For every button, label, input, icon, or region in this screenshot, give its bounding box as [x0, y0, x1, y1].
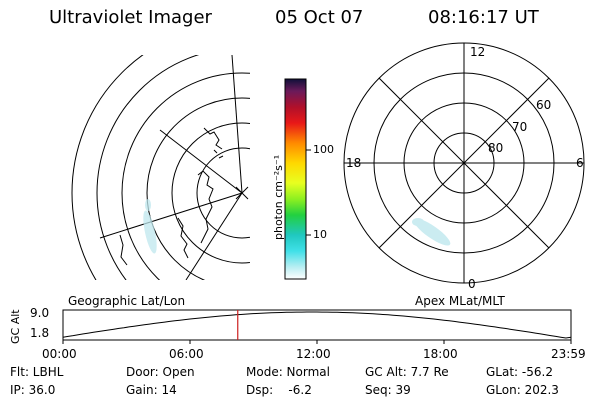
x-tick-0000: 00:00 [42, 347, 77, 361]
gc-alt-status: GC Alt: 7.7 Re [365, 365, 449, 379]
altitude-y-min: 1.8 [30, 326, 50, 340]
altitude-y-max: 9.0 [30, 306, 50, 320]
ip-status: IP: 36.0 [10, 383, 56, 397]
glon-status: GLon: 202.3 [486, 383, 559, 397]
mlt-label-18: 18 [346, 156, 362, 170]
date-text: 05 Oct 07 [275, 7, 364, 28]
mlat-label-70: 70 [512, 120, 528, 134]
lon-line [159, 129, 243, 194]
glat-status: GLat: -56.2 [486, 365, 553, 379]
apex-caption: Apex MLat/MLT [415, 294, 505, 308]
x-tick-1200: 12:00 [296, 347, 331, 361]
mode-status: Mode: Normal [246, 365, 330, 379]
lat-circle [146, 97, 250, 280]
pole-marker [235, 186, 249, 200]
lon-line [231, 55, 243, 194]
door-status: Door: Open [126, 365, 195, 379]
lon-line [185, 192, 243, 280]
x-tick-0600: 06:00 [169, 347, 204, 361]
coastline [119, 127, 224, 266]
filter-status: Flt: LBHL [10, 365, 64, 379]
gain-status: Gain: 14 [126, 383, 177, 397]
lat-circle [171, 122, 250, 264]
mlt-label-0: 0 [468, 277, 476, 291]
seq-status: Seq: 39 [365, 383, 411, 397]
mlt-label-12: 12 [470, 45, 486, 59]
lat-circle [196, 147, 250, 239]
dsp-status: Dsp: -6.2 [246, 383, 312, 397]
altitude-curve [62, 311, 572, 339]
app-title: Ultraviolet Imager [49, 7, 212, 28]
colorbar-tick-100: 100 [313, 143, 334, 156]
colorbar-gradient [284, 78, 307, 280]
lat-circle [96, 55, 200, 280]
aurora-emission [145, 199, 151, 211]
geographic-caption: Geographic Lat/Lon [68, 294, 186, 308]
lat-circle [71, 55, 144, 280]
aurora-emission [143, 210, 157, 254]
aurora-emission [413, 218, 451, 246]
x-tick-2359: 23:59 [551, 347, 586, 361]
mlat-label-80: 80 [488, 141, 504, 155]
mlt-label-6: 6 [576, 156, 584, 170]
lon-line [99, 192, 243, 239]
colorbar-tick-10: 10 [313, 228, 327, 241]
aurora-emission [412, 218, 424, 226]
mlat-label-60: 60 [536, 98, 552, 112]
time-text: 08:16:17 UT [428, 7, 539, 28]
polar-axis-diagonal [378, 77, 550, 249]
lat-circle [121, 72, 250, 280]
x-tick-1800: 18:00 [423, 347, 458, 361]
